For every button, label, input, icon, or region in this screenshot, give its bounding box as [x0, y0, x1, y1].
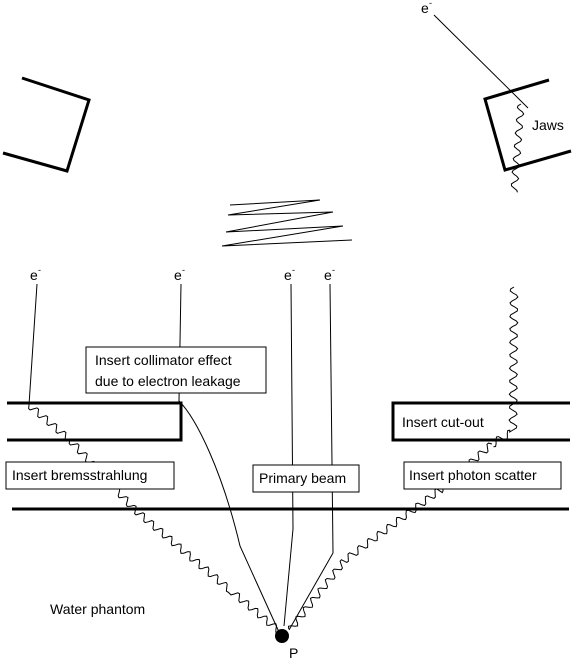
svg-text:-: -	[332, 265, 335, 275]
collimator-effect-label-line2: due to electron leakage	[95, 373, 241, 389]
svg-text:-: -	[429, 0, 432, 8]
water-phantom-label: Water phantom	[50, 601, 145, 617]
jaw-left	[2, 76, 91, 173]
svg-text:-: -	[182, 265, 185, 275]
svg-text:e: e	[324, 267, 332, 283]
point-p-dot	[275, 629, 289, 643]
photon-track-bremsstrahlung	[28, 404, 278, 633]
jaw-right	[483, 78, 572, 172]
electron-symbol-4: e -	[324, 265, 335, 283]
zigzag-source	[221, 199, 353, 247]
photon-track-right-vertical	[493, 286, 519, 448]
photon-scatter-label: Insert photon scatter	[409, 467, 537, 483]
svg-text:e: e	[284, 267, 292, 283]
svg-text:e: e	[30, 267, 38, 283]
primary-beam-box	[252, 464, 360, 493]
collimator-effect-box	[85, 346, 267, 394]
point-p-label: P	[289, 645, 298, 661]
electron-symbol-3: e -	[284, 265, 295, 283]
insert-left	[7, 401, 183, 442]
svg-text:-: -	[292, 265, 295, 275]
bremsstrahlung-box	[5, 461, 175, 490]
electron-track-4	[288, 283, 334, 631]
svg-text:e: e	[421, 0, 429, 16]
electron-track-primary	[283, 283, 294, 627]
electron-symbol-1: e -	[30, 265, 41, 283]
photon-track-jaw	[510, 103, 525, 193]
jaws-label: Jaws	[532, 117, 564, 133]
electron-track-1	[28, 283, 38, 406]
collimator-effect-label-line1: Insert collimator effect	[95, 352, 232, 368]
svg-text:-: -	[38, 265, 41, 275]
insert-cut-out-label: Insert cut-out	[402, 414, 484, 430]
svg-text:e: e	[174, 267, 182, 283]
electron-symbol-2: e -	[174, 265, 185, 283]
photon-scatter-box	[403, 461, 562, 490]
primary-beam-label: Primary beam	[259, 470, 346, 486]
electron-symbol-jaw: e -	[421, 0, 432, 16]
electron-track-jaw	[433, 14, 529, 109]
insert-right	[391, 401, 570, 442]
bremsstrahlung-label: Insert bremsstrahlung	[12, 467, 147, 483]
electron-track-2	[178, 283, 280, 633]
